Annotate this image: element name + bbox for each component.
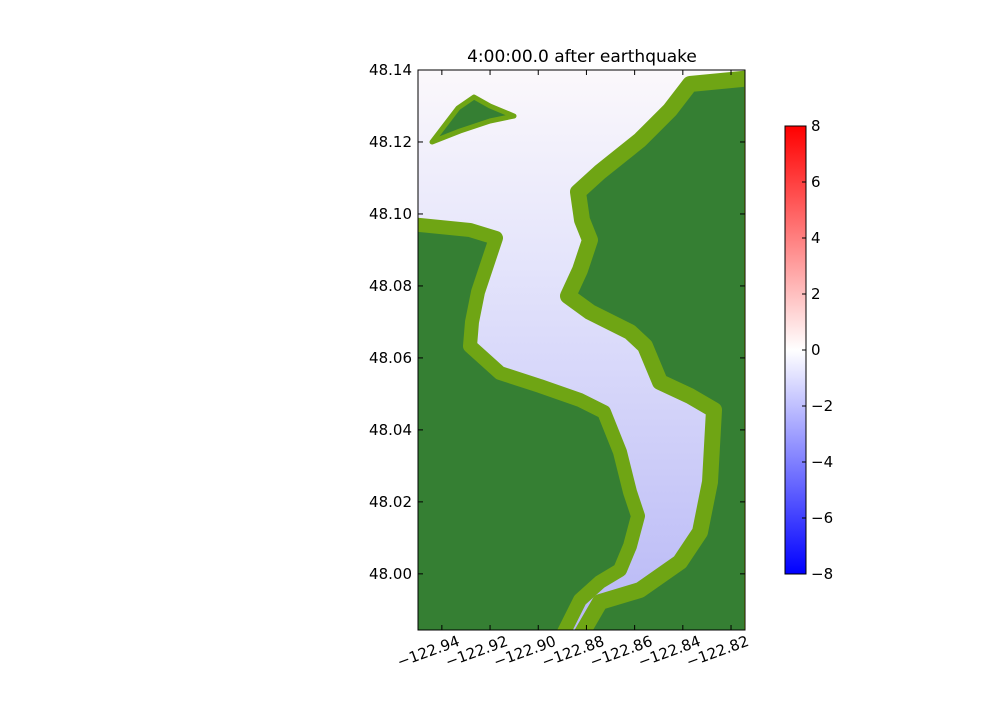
y-tick-label: 48.06 [369,349,412,367]
colorbar-tick-label: 2 [811,285,821,303]
y-tick-label: 48.00 [369,565,412,583]
y-tick-label: 48.08 [369,277,412,295]
land-east [560,70,745,630]
axes-frame [417,69,746,631]
island [429,94,517,145]
land-west [418,217,645,630]
map-raster [418,70,745,630]
colorbar-tick-label: −4 [811,453,833,471]
colorbar-tick-label: 0 [811,341,821,359]
colorbar-tick-label: −8 [811,565,833,583]
y-tick-label: 48.02 [369,493,412,511]
chart-title: 4:00:00.0 after earthquake [467,47,697,67]
colorbar-tick-label: −6 [811,509,833,527]
y-tick-label: 48.04 [369,421,412,439]
y-tick-label: 48.10 [369,205,412,223]
colorbar-tick-label: 8 [811,117,821,135]
y-tick-label: 48.12 [369,133,412,151]
y-tick-label: 48.14 [369,61,412,79]
colorbar-tick-label: −2 [811,397,833,415]
colorbar-tick-label: 4 [811,229,821,247]
colorbar-tick-label: 6 [811,173,821,191]
